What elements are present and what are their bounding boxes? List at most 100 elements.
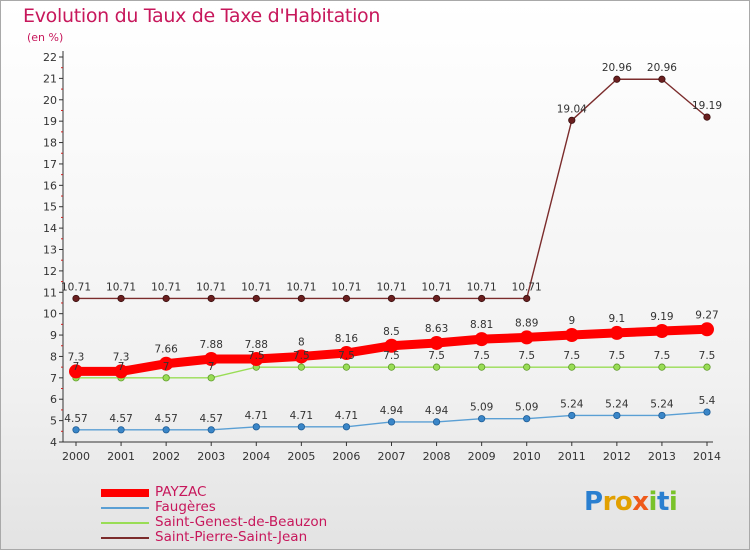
y-tick-label: 7: [50, 372, 57, 385]
y-tick-label: 6: [50, 393, 57, 406]
data-point: [523, 363, 531, 371]
x-tick-label: 2000: [62, 450, 90, 463]
data-point: [519, 330, 534, 345]
data-point: [72, 426, 80, 434]
data-point: [207, 374, 215, 382]
data-point: [568, 411, 576, 420]
data-label: 5.4: [699, 395, 716, 407]
data-label: 4.57: [200, 413, 223, 425]
logo-letter: P: [584, 487, 603, 517]
data-label: 7.66: [154, 344, 178, 356]
chart-unit-label: (en %): [27, 31, 64, 44]
data-point: [162, 374, 170, 382]
data-label: 7: [118, 361, 125, 373]
series-0: [69, 322, 714, 379]
data-point: [523, 415, 531, 423]
series-1: [72, 408, 711, 434]
data-point: [432, 294, 441, 303]
data-point: [658, 363, 666, 371]
logo-letter: x: [632, 487, 649, 517]
data-label: 9.27: [695, 309, 718, 321]
series-3: [72, 75, 711, 303]
data-label: 5.09: [470, 402, 493, 414]
data-point: [387, 363, 396, 371]
data-label: 7.3: [68, 351, 85, 363]
data-point: [162, 294, 170, 303]
data-label: 7.5: [563, 350, 580, 362]
data-label: 8: [298, 336, 305, 348]
x-tick-label: 2002: [152, 450, 180, 463]
x-tick-label: 2009: [468, 450, 496, 463]
data-label: 4.57: [154, 413, 177, 425]
data-point: [429, 335, 444, 350]
data-label: 7: [208, 361, 215, 373]
data-label: 9: [568, 315, 575, 327]
logo-letter: r: [602, 487, 616, 517]
y-tick-label: 4: [50, 436, 57, 449]
y-tick-label: 10: [43, 308, 57, 321]
x-tick-label: 2003: [197, 450, 225, 463]
data-label: 9.1: [609, 313, 626, 325]
data-label: 10.71: [196, 281, 226, 293]
data-point: [207, 426, 215, 434]
data-label: 19.04: [557, 103, 587, 115]
data-label: 5.24: [650, 398, 674, 410]
data-label: 7.5: [654, 350, 671, 362]
legend-label: Faugères: [155, 499, 216, 515]
y-tick-label: 15: [43, 201, 57, 214]
legend-label: PAYZAC: [155, 484, 207, 500]
legend-swatch: [101, 522, 149, 524]
data-label: 10.71: [376, 281, 406, 293]
data-label: 5.24: [560, 398, 584, 410]
x-tick-label: 2007: [378, 450, 406, 463]
data-point: [297, 294, 305, 303]
data-point: [658, 411, 666, 420]
data-label: 8.63: [425, 323, 448, 335]
data-point: [568, 116, 576, 124]
chart-title: Evolution du Taux de Taxe d'Habitation: [23, 5, 381, 27]
data-point: [114, 364, 129, 379]
data-label: 5.09: [515, 402, 538, 414]
data-label: 10.71: [331, 281, 361, 293]
data-label: 7.5: [248, 350, 265, 362]
data-point: [613, 411, 621, 420]
legend-label: Saint-Genest-de-Beauzon: [155, 514, 328, 530]
data-label: 4.94: [425, 405, 449, 417]
y-tick-label: 14: [43, 222, 57, 235]
legend-label: Saint-Pierre-Saint-Jean: [155, 529, 308, 545]
y-tick-label: 16: [43, 179, 57, 192]
data-label: 20.96: [602, 62, 632, 74]
x-tick-label: 2001: [107, 450, 135, 463]
data-label: 7.5: [518, 350, 535, 362]
data-point: [342, 294, 351, 303]
data-label: 4.57: [64, 413, 87, 425]
data-label: 7.5: [699, 350, 716, 362]
legend-swatch: [101, 537, 149, 539]
data-point: [339, 346, 354, 361]
series-line: [75, 78, 708, 300]
data-label: 4.71: [245, 410, 268, 422]
x-tick-label: 2006: [332, 450, 360, 463]
data-point: [387, 418, 396, 426]
data-point: [703, 363, 711, 371]
data-point: [568, 363, 576, 371]
data-point: [432, 363, 441, 371]
data-point: [474, 332, 489, 347]
data-point: [384, 338, 399, 353]
y-tick-label: 8: [50, 350, 57, 363]
data-label: 9.19: [650, 311, 673, 323]
data-point: [204, 352, 219, 367]
x-tick-label: 2012: [603, 450, 631, 463]
data-point: [700, 322, 714, 337]
data-label: 7.88: [200, 339, 223, 351]
data-label: 7.5: [473, 350, 490, 362]
data-label: 10.71: [467, 281, 497, 293]
data-point: [342, 423, 351, 431]
data-point: [654, 323, 669, 338]
data-label: 8.81: [470, 319, 493, 331]
data-label: 20.96: [647, 62, 677, 74]
x-tick-label: 2008: [423, 450, 451, 463]
proxiti-logo: Proxiti: [584, 487, 678, 517]
data-point: [478, 415, 486, 423]
data-point: [703, 113, 711, 121]
